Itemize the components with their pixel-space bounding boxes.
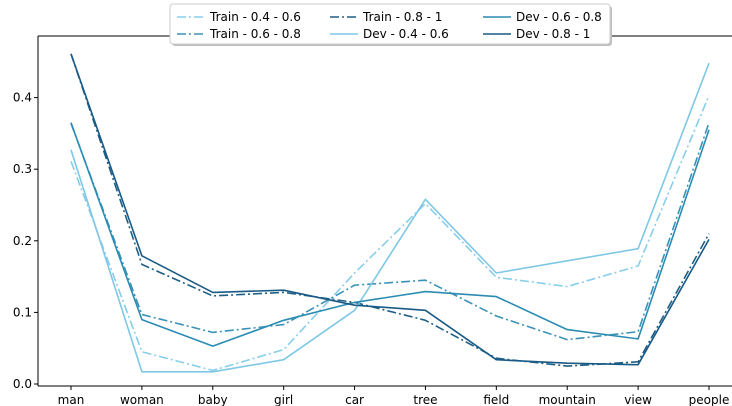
- series-line-6: [70, 53, 710, 366]
- legend-label: Train - 0.8 - 1: [362, 10, 442, 24]
- series-line-4: [70, 62, 710, 373]
- x-tick-label: tree: [413, 393, 437, 406]
- x-tick-label: field: [483, 393, 509, 406]
- series-line-1: [70, 95, 710, 372]
- series-line-2: [70, 122, 710, 341]
- legend-label: Dev - 0.4 - 0.6: [363, 27, 449, 41]
- legend-label: Train - 0.6 - 0.8: [209, 27, 301, 41]
- x-tick-label: woman: [120, 393, 164, 406]
- x-tick-label: people: [689, 393, 730, 406]
- legend: Train - 0.4 - 0.6 Train - 0.6 - 0.8 Train …: [169, 3, 612, 46]
- series-lines: [70, 53, 710, 373]
- y-tick-label: 0.1: [13, 305, 32, 319]
- y-tick-label: 0.0: [13, 377, 32, 391]
- x-tick-label: car: [345, 393, 364, 406]
- legend-label: Dev - 0.8 - 1: [516, 27, 590, 41]
- y-tick-label: 0.2: [13, 234, 32, 248]
- legend-label: Train - 0.4 - 0.6: [209, 10, 301, 24]
- x-tick-label: view: [624, 393, 652, 406]
- y-tick-label: 0.4: [13, 91, 32, 105]
- axes: 0.0 0.1 0.2 0.3 0.4 man woman baby girl car tree fi…: [13, 35, 732, 406]
- series-line-3: [70, 53, 710, 367]
- x-tick-label: baby: [198, 393, 228, 406]
- series-line-5: [70, 122, 710, 347]
- y-tick-label: 0.3: [13, 162, 32, 176]
- legend-label: Dev - 0.6 - 0.8: [516, 10, 602, 24]
- x-tick-label: mountain: [539, 393, 596, 406]
- x-tick-label: man: [58, 393, 85, 406]
- x-tick-label: girl: [274, 393, 293, 406]
